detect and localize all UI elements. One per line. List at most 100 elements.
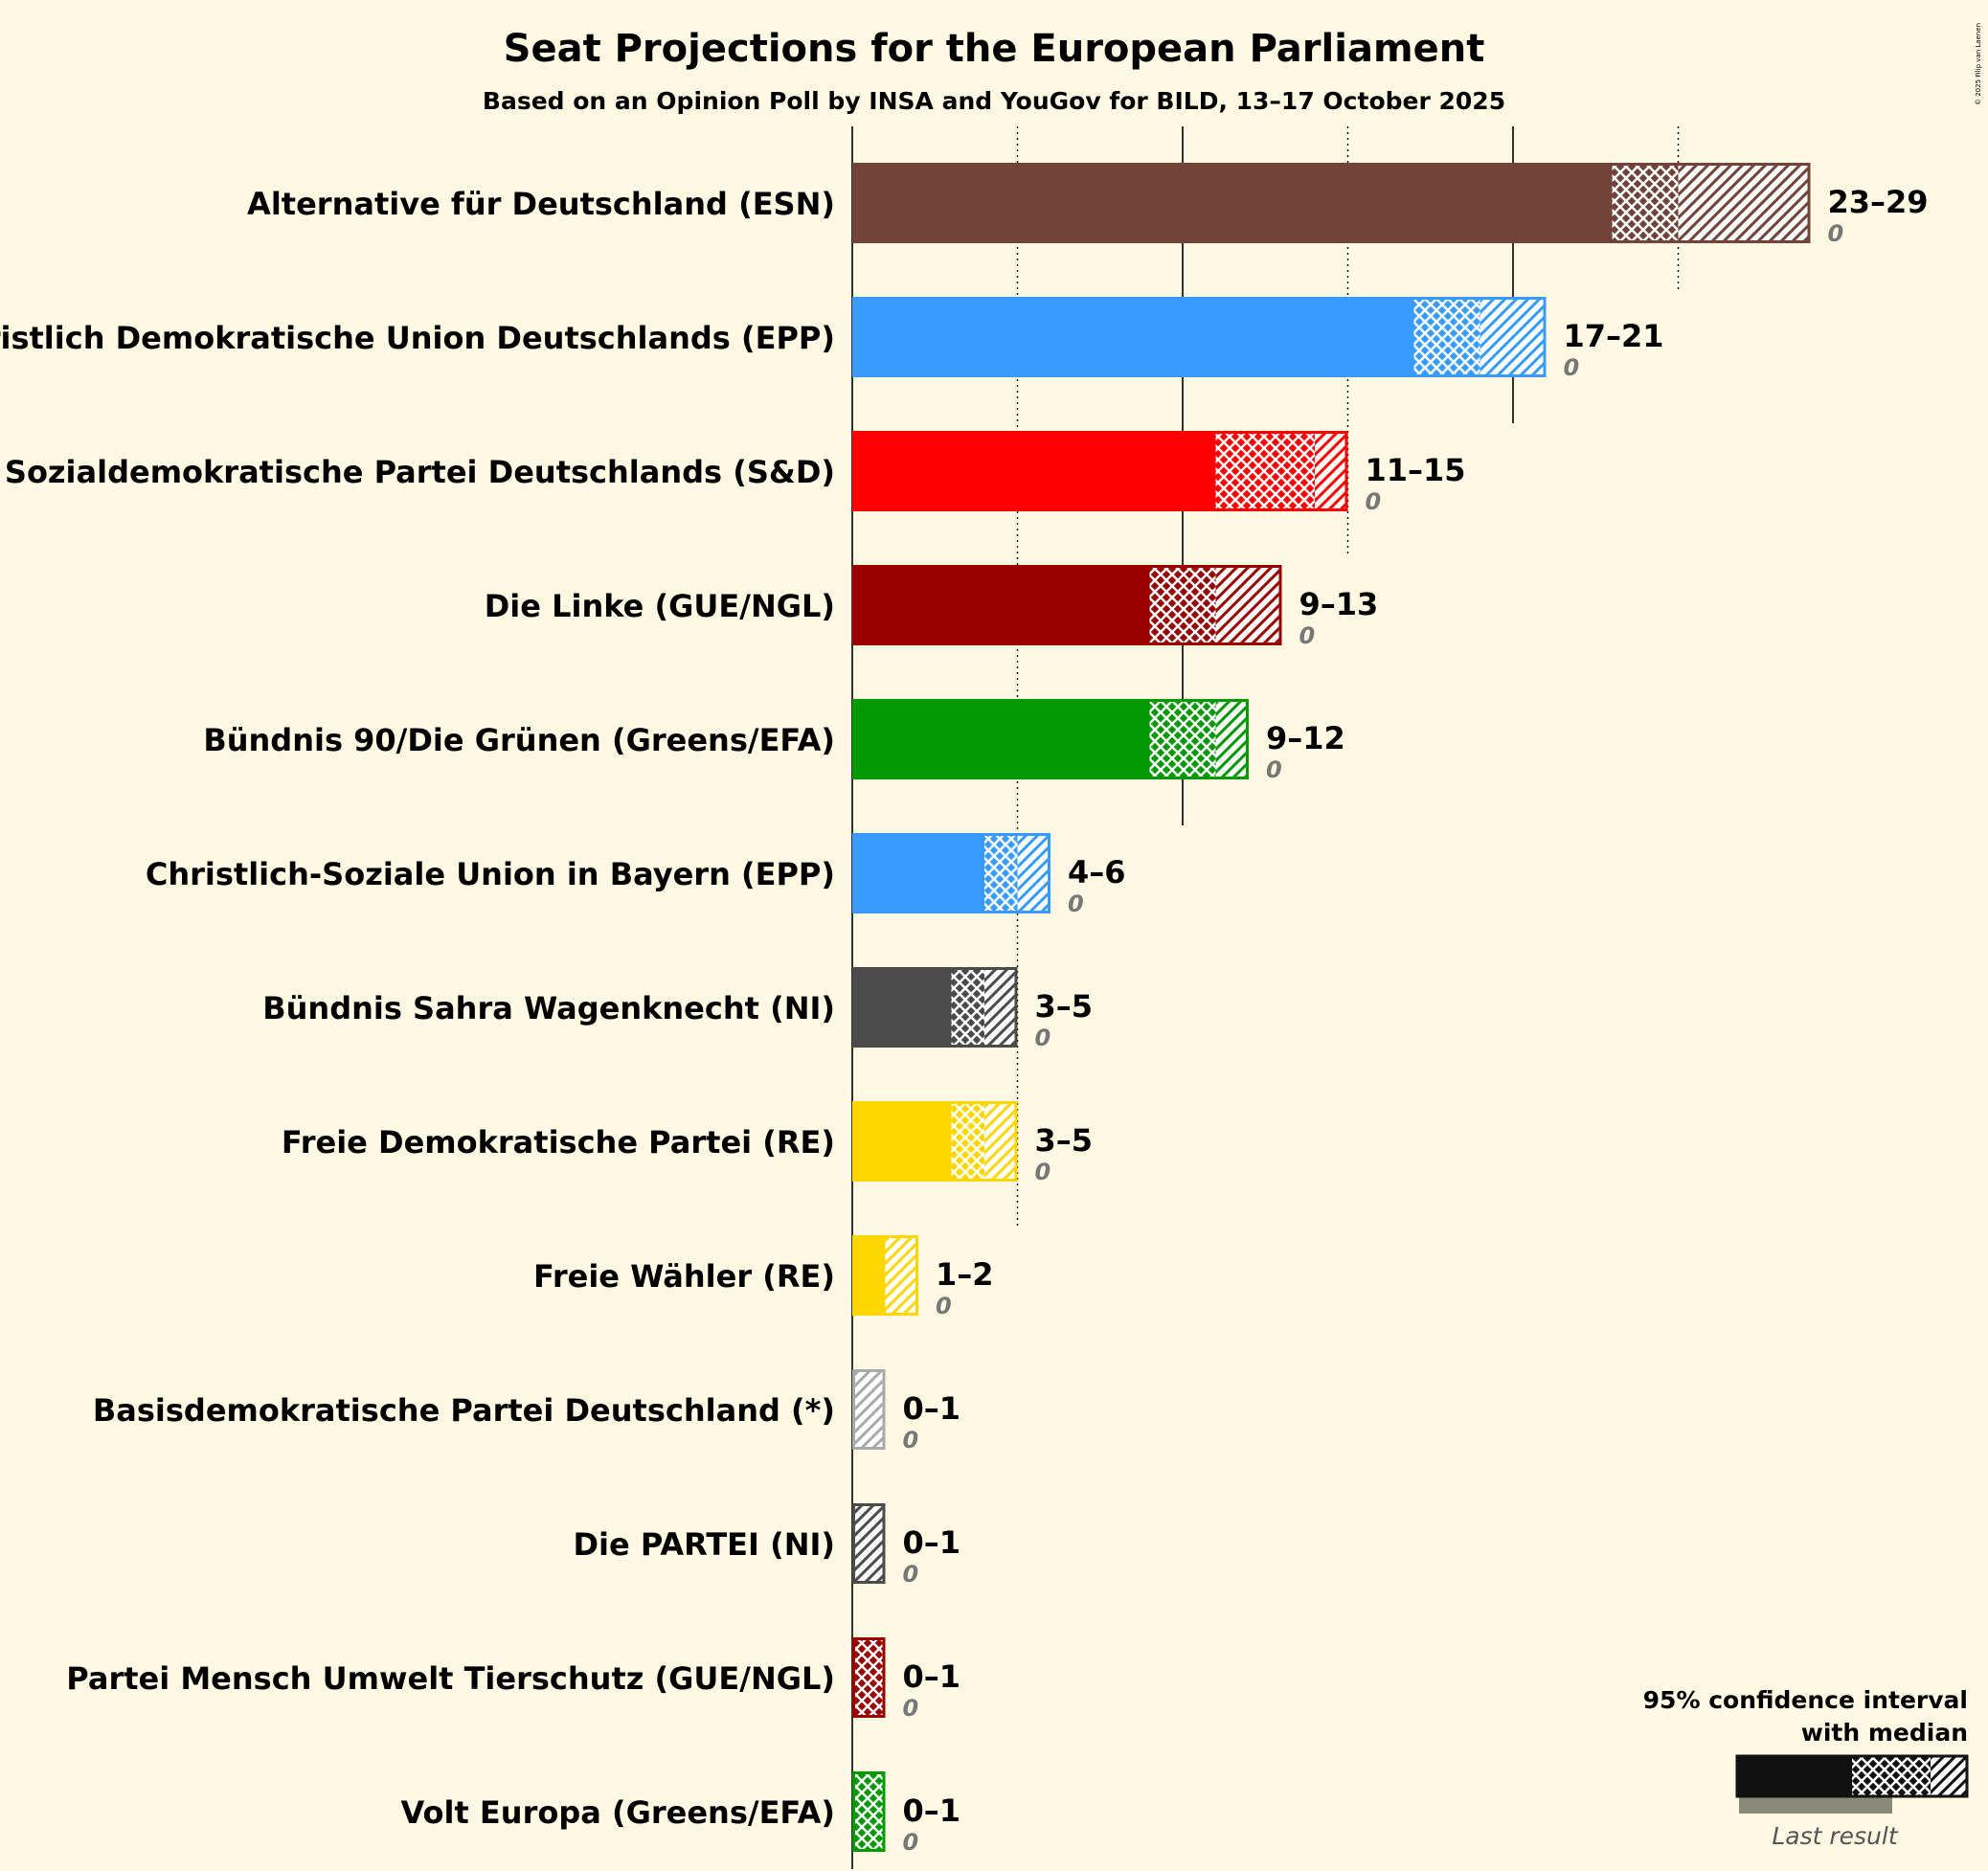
range-label: 17–21	[1564, 318, 1664, 354]
range-label: 3–5	[1035, 1122, 1094, 1159]
bar-ci-lower	[852, 1771, 886, 1852]
legend-diagonal-swatch	[1931, 1756, 1967, 1796]
party-label: Partei Mensch Umwelt Tierschutz (GUE/NGL…	[66, 1660, 835, 1697]
bar-outline	[852, 833, 1050, 913]
bar-ci-upper	[1017, 833, 1050, 913]
bar-solid	[852, 699, 1150, 779]
range-label: 0–1	[903, 1658, 961, 1695]
range-label: 0–1	[903, 1390, 961, 1427]
bar-outline	[852, 1503, 886, 1584]
bar-ci-lower	[1612, 163, 1679, 243]
party-row: Sozialdemokratische Partei Deutschlands …	[5, 431, 1466, 515]
party-row: Freie Wähler (RE) 1–20	[533, 1235, 994, 1319]
bar-outline	[852, 297, 1547, 377]
bar-solid	[852, 297, 1414, 377]
legend-title-line2: with median	[1801, 1719, 1968, 1747]
range-label: 1–2	[936, 1256, 994, 1293]
party-label: Sozialdemokratische Partei Deutschlands …	[5, 454, 835, 490]
party-label: Bündnis Sahra Wagenknecht (NI)	[262, 990, 835, 1026]
bar-ci-lower	[951, 1101, 984, 1182]
party-label: Bündnis 90/Die Grünen (Greens/EFA)	[203, 722, 835, 758]
party-row: Bündnis Sahra Wagenknecht (NI) 3–50	[262, 967, 1093, 1051]
bar-solid	[852, 565, 1150, 645]
last-result-label: 0	[903, 1561, 919, 1588]
bar-ci-lower	[984, 833, 1018, 913]
bars: Alternative für Deutschland (ESN) 23–290C…	[0, 163, 1929, 1856]
party-label: Christlich-Soziale Union in Bayern (EPP)	[146, 856, 835, 892]
party-row: Freie Demokratische Partei (RE) 3–50	[282, 1101, 1093, 1185]
legend-last-result-bar	[1739, 1794, 1892, 1814]
range-label: 9–13	[1299, 586, 1379, 622]
party-row: Bündnis 90/Die Grünen (Greens/EFA) 9–120	[203, 699, 1345, 783]
chart-title: Seat Projections for the European Parlia…	[504, 27, 1485, 71]
bar-solid	[852, 1235, 886, 1316]
party-row: Basisdemokratische Partei Deutschland (*…	[93, 1369, 960, 1454]
bar-outline	[852, 699, 1249, 779]
party-row: Christlich-Soziale Union in Bayern (EPP)…	[146, 833, 1126, 917]
party-label: Freie Wähler (RE)	[533, 1258, 835, 1295]
last-result-label: 0	[903, 1427, 919, 1454]
bar-ci-upper	[1215, 565, 1282, 645]
last-result-label: 0	[903, 1695, 919, 1722]
range-label: 11–15	[1366, 452, 1466, 488]
party-label: Die Linke (GUE/NGL)	[485, 588, 835, 624]
party-row: Die PARTEI (NI) 0–10	[573, 1503, 960, 1588]
bar-outline	[852, 1771, 886, 1852]
bar-outline	[852, 1637, 886, 1718]
bar-ci-lower	[1149, 565, 1216, 645]
range-label: 4–6	[1068, 854, 1126, 890]
bar-outline	[852, 431, 1348, 511]
bar-solid	[852, 163, 1613, 243]
last-result-label: 0	[1035, 1025, 1051, 1051]
bar-solid	[852, 833, 984, 913]
bar-ci-upper	[885, 1235, 918, 1316]
legend-solid-swatch	[1737, 1756, 1852, 1796]
legend: 95% confidence interval with median Last…	[1643, 1686, 1969, 1850]
party-row: Christlich Demokratische Union Deutschla…	[0, 297, 1664, 381]
party-label: Alternative für Deutschland (ESN)	[247, 186, 835, 222]
last-result-label: 0	[1266, 756, 1282, 783]
party-label: Die PARTEI (NI)	[573, 1526, 835, 1563]
party-row: Die Linke (GUE/NGL) 9–130	[485, 565, 1379, 649]
bar-outline	[852, 1369, 886, 1450]
party-row: Partei Mensch Umwelt Tierschutz (GUE/NGL…	[66, 1637, 960, 1722]
party-row: Volt Europa (Greens/EFA) 0–10	[401, 1771, 961, 1856]
legend-title-line1: 95% confidence interval	[1643, 1686, 1968, 1714]
bar-outline	[852, 565, 1282, 645]
range-label: 23–29	[1828, 184, 1929, 220]
last-result-label: 0	[903, 1829, 919, 1856]
bar-ci-upper	[1678, 163, 1811, 243]
party-label: Freie Demokratische Partei (RE)	[282, 1124, 835, 1161]
bar-ci-upper	[852, 1369, 886, 1450]
range-label: 0–1	[903, 1524, 961, 1561]
bar-ci-upper	[1315, 431, 1348, 511]
bar-solid	[852, 431, 1216, 511]
bar-outline	[852, 1101, 1018, 1182]
bar-ci-lower	[951, 967, 984, 1048]
range-label: 0–1	[903, 1792, 961, 1829]
range-label: 3–5	[1035, 988, 1094, 1025]
bar-solid	[852, 967, 952, 1048]
bar-outline	[852, 163, 1811, 243]
bar-ci-lower	[1215, 431, 1315, 511]
bar-ci-upper	[1215, 699, 1249, 779]
last-result-label: 0	[1068, 890, 1084, 917]
last-result-label: 0	[936, 1293, 952, 1319]
last-result-label: 0	[1366, 488, 1382, 515]
last-result-label: 0	[1299, 622, 1316, 649]
bar-ci-upper	[852, 1503, 886, 1584]
bar-ci-lower	[852, 1637, 886, 1718]
party-row: Alternative für Deutschland (ESN) 23–290	[247, 163, 1929, 247]
bar-outline	[852, 967, 1018, 1048]
last-result-label: 0	[1564, 354, 1580, 381]
party-label: Christlich Demokratische Union Deutschla…	[0, 320, 835, 356]
party-label: Volt Europa (Greens/EFA)	[401, 1794, 835, 1831]
bar-outline	[852, 1235, 918, 1316]
legend-last-result-label: Last result	[1772, 1822, 1898, 1850]
last-result-label: 0	[1035, 1159, 1051, 1185]
party-label: Basisdemokratische Partei Deutschland (*…	[93, 1392, 835, 1429]
bar-ci-lower	[1149, 699, 1216, 779]
range-label: 9–12	[1266, 720, 1345, 756]
